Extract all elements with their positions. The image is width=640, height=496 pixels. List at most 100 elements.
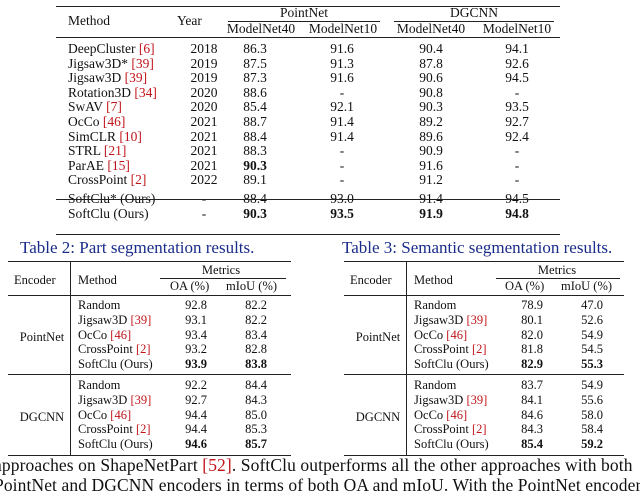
table-row: OcCo [46] 93.4 83.4 [0,328,640,343]
citation[interactable]: [39] [130,312,152,327]
header-sub-1: ModelNet40 [226,21,296,36]
table-row: SimCLR [10] 2021 88.4 91.4 89.6 92.4 [0,129,640,144]
method-name: SwAV [68,99,103,115]
citation[interactable]: [39] [124,70,148,86]
table-row: SoftClu (Ours) 93.9 83.8 [0,357,640,372]
method-name: SoftClu (Ours) [414,437,489,452]
citation[interactable]: [7] [106,99,122,115]
citation[interactable]: [39] [131,55,154,71]
table-row: CrossPoint [2] 2022 89.1 - 91.2 - [0,172,640,187]
miou-cell: 58.4 [581,422,603,437]
method-cell: STRL [21] [68,143,126,159]
citation[interactable]: [15] [107,157,130,173]
year-cell: 2019 [190,55,218,71]
value-cell: - [514,172,520,188]
citation[interactable]: [34] [134,84,157,100]
miou-cell: 82.2 [245,298,267,312]
method-cell: CrossPoint [2] [78,342,151,357]
value-cell: 93.0 [330,191,354,206]
encoder-label: PointNet [19,329,65,344]
value-cell: 90.9 [419,143,443,159]
miou-cell: 85.3 [245,422,267,437]
oa-cell: 92.7 [185,392,207,407]
method-name: SoftClu (Ours) [68,205,149,221]
method-cell: SoftClu (Ours) [78,357,153,372]
miou-cell: 47.0 [581,298,603,312]
citation[interactable]: [10] [119,128,142,144]
value-cell: 94.1 [505,41,529,56]
table-row: SoftClu (Ours) 82.9 55.3 [0,357,640,372]
encoder-label: PointNet [355,329,401,344]
method-cell: SoftClu (Ours) [78,437,153,452]
method-name: Jigsaw3D [78,392,128,407]
citation[interactable]: [46] [110,407,132,422]
citation[interactable]: [21] [103,143,127,159]
table-row: Jigsaw3D* [39] 2019 87.5 91.3 87.8 92.6 [0,56,640,71]
miou-cell: 54.5 [581,342,603,357]
method-cell: Random [78,378,120,393]
oa-cell: 81.8 [521,342,543,357]
citation[interactable]: [2] [136,342,151,357]
method-name: DeepCluster [68,41,136,56]
method-name: SoftClu* (Ours) [68,191,156,206]
value-cell: - [514,157,520,173]
citation[interactable]: [2] [136,422,151,437]
header-year: Year [177,13,202,28]
method-name: CrossPoint [414,342,469,357]
citation[interactable]: [46] [446,327,468,342]
oa-cell: 84.6 [521,407,543,422]
method-name: Random [78,378,121,392]
method-name: STRL [68,143,101,159]
method-name: CrossPoint [68,172,128,188]
value-cell: 91.4 [419,191,443,206]
citation[interactable]: [6] [138,41,155,56]
header-method: Method [414,273,453,287]
method-cell: Random [414,298,456,313]
value-cell: 89.6 [419,128,443,144]
header-miou: mIoU (%) [226,279,278,293]
value-cell: 92.6 [505,55,529,71]
encoder-label: DGCNN [355,409,401,424]
citation-52[interactable]: [52] [202,455,232,475]
miou-cell: 84.3 [245,392,267,407]
citation[interactable]: [46] [110,327,132,342]
table-row: OcCo [46] 82.0 54.9 [0,328,640,343]
body-text-line-2: PointNet and DGCNN encoders in terms of … [0,475,640,495]
miou-cell: 55.6 [581,392,603,407]
method-cell: SimCLR [10] [68,129,142,145]
citation[interactable]: [39] [466,392,488,407]
value-cell: 92.4 [505,128,529,144]
miou-cell: 85.0 [245,407,267,422]
value-cell: 88.4 [243,191,267,206]
method-cell: Jigsaw3D [39] [414,313,487,328]
method-cell: CrossPoint [2] [78,422,151,437]
table-row: SoftClu (Ours) 94.6 85.7 [0,437,640,452]
citation[interactable]: [46] [102,114,126,129]
citation[interactable]: [46] [446,407,468,422]
value-cell: 87.3 [243,70,267,86]
value-cell: 93.5 [505,99,529,115]
body-text-line-1: approaches on ShapeNetPart [52]. SoftClu… [0,455,633,475]
citation[interactable]: [39] [466,312,488,327]
citation[interactable]: [2] [472,342,487,357]
year-cell: 2021 [190,143,218,159]
header-sub-2: ModelNet10 [308,21,378,36]
table-row: OcCo [46] 2021 88.7 91.4 89.2 92.7 [0,114,640,129]
table-row: STRL [21] 2021 88.3 - 90.9 - [0,143,640,158]
value-cell: 87.8 [419,55,443,71]
oa-cell: 84.1 [521,392,543,407]
value-cell: - [514,143,520,159]
citation[interactable]: [2] [130,172,147,188]
table-row: Jigsaw3D [39] 84.1 55.6 [0,393,640,408]
citation[interactable]: [39] [130,392,152,407]
method-name: CrossPoint [78,422,133,437]
citation[interactable]: [2] [472,422,487,437]
table-row: Random 92.2 84.4 [0,378,640,393]
method-cell: SoftClu* (Ours) [68,191,155,207]
oa-cell: 82.9 [521,357,543,372]
header-oa: OA (%) [170,279,210,293]
value-cell: 91.4 [330,128,354,144]
value-cell: - [339,143,345,159]
method-name: OcCo [78,407,108,422]
method-cell: OcCo [46] [78,328,131,343]
